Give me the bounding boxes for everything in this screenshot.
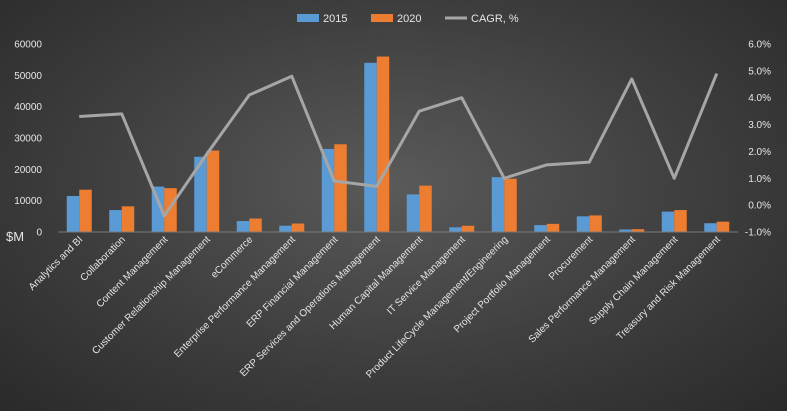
legend-label: CAGR, % — [471, 13, 519, 25]
legend-swatch — [371, 14, 393, 22]
bar-2015 — [109, 210, 122, 232]
bar-2015 — [66, 195, 80, 232]
y-tick-left: 30000 — [14, 134, 42, 145]
bar-2020 — [334, 144, 347, 232]
bar-2015 — [236, 221, 250, 232]
y-axis-unit-label: $M — [6, 229, 24, 244]
bars — [58, 56, 738, 233]
category-label: Analytics and BI — [27, 234, 85, 292]
legend-label: 2015 — [323, 13, 347, 25]
bar-2015 — [406, 194, 420, 232]
y-tick-right: 2.0% — [748, 147, 771, 158]
category-label: IT Service Management — [385, 234, 468, 317]
bar-2015 — [364, 62, 377, 232]
y-axis-left: 0 10000 20000 30000 40000 50000 60000 — [14, 40, 42, 239]
y-tick-left: 0 — [36, 228, 42, 239]
bar-2020 — [291, 223, 305, 232]
y-tick-right: -1.0% — [745, 228, 771, 239]
bar-2015 — [491, 177, 505, 232]
y-tick-left: 20000 — [14, 165, 42, 176]
y-axis-right: -1.0% 0.0% 1.0% 2.0% 3.0% 4.0% 5.0% 6.0% — [745, 40, 771, 239]
bar-2020 — [461, 225, 475, 232]
bar-2020 — [716, 221, 730, 232]
bar-2015 — [534, 225, 547, 232]
bar-2020 — [249, 218, 262, 232]
bar-2015 — [321, 148, 335, 232]
y-tick-right: 4.0% — [748, 93, 771, 104]
bar-2020 — [589, 215, 602, 232]
cagr-line-path — [79, 72, 719, 218]
y-tick-right: 0.0% — [748, 201, 771, 212]
y-tick-left: 10000 — [14, 196, 42, 207]
bar-2015 — [449, 227, 462, 232]
bar-2020 — [164, 188, 177, 232]
cagr-line — [79, 72, 719, 218]
bar-2020 — [674, 210, 687, 232]
legend-label: 2020 — [397, 13, 421, 25]
bar-2015 — [704, 223, 717, 232]
y-tick-left: 40000 — [14, 102, 42, 113]
legend: 2015 2020 CAGR, % — [297, 13, 519, 25]
bar-2015 — [619, 229, 632, 232]
category-label: Content Management — [95, 234, 171, 310]
legend-swatch — [297, 14, 319, 22]
bar-2015 — [661, 211, 675, 232]
y-tick-left: 60000 — [14, 40, 42, 51]
y-tick-right: 1.0% — [748, 174, 771, 185]
bar-2020 — [419, 185, 432, 232]
y-tick-right: 6.0% — [748, 40, 771, 51]
bar-2020 — [631, 229, 645, 232]
y-tick-right: 5.0% — [748, 66, 771, 77]
bar-2020 — [79, 189, 92, 232]
category-label: Supply Chain Management — [587, 234, 680, 327]
bar-2015 — [194, 156, 207, 232]
bar-2020 — [376, 56, 390, 233]
y-tick-left: 50000 — [14, 71, 42, 82]
bar-2015 — [151, 186, 165, 232]
y-tick-right: 3.0% — [748, 120, 771, 131]
bar-2015 — [576, 216, 590, 232]
bar-2015 — [279, 225, 292, 232]
category-label: eCommerce — [209, 234, 256, 281]
bar-2020 — [206, 150, 220, 232]
bar-2020 — [504, 178, 517, 232]
bar-2020 — [121, 206, 135, 232]
bar-2020 — [546, 223, 560, 232]
